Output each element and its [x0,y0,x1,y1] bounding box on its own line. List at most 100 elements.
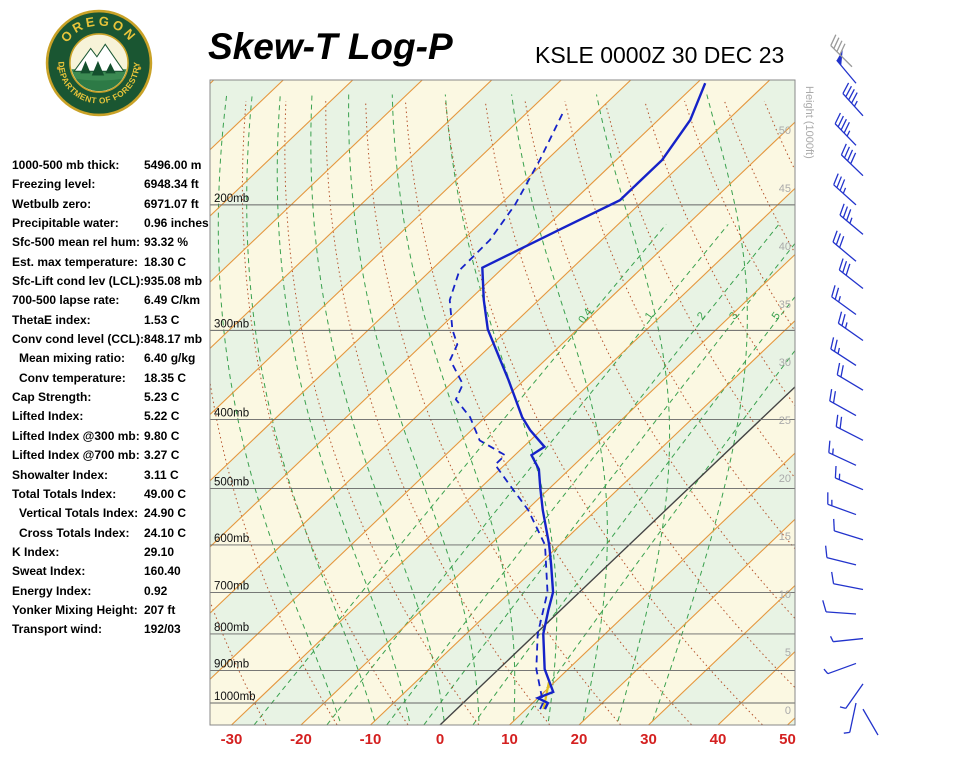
mixing-ratio-line [253,224,667,725]
stat-value: 160.40 [144,564,181,579]
isotherm-line [578,518,795,725]
stat-row: Sweat Index: 160.40 [12,564,210,583]
wind-barb [833,173,857,206]
temp-band [0,80,144,725]
wind-barb [823,662,857,675]
isotherm-line [787,717,795,725]
temp-band [857,80,960,725]
stat-row: Precipitable water: 0.96 inches [12,216,210,235]
pressure-label: 200mb [214,193,249,205]
stat-row: Transport wind: 192/03 [12,622,210,641]
stat-label: 1000-500 mb thick: [12,158,120,172]
temp-band [210,122,795,725]
mixing-ratio-line [520,349,795,725]
odf-logo: OREGON DEPARTMENT OF FORESTRY [45,9,153,117]
dry-adiabat [284,101,480,725]
dewpoint-trace [448,111,565,710]
isotherm-line [300,253,795,725]
isotherm-line [210,121,795,681]
pressure-label: 800mb [214,622,249,634]
stat-value: 1.53 C [144,312,180,327]
stat-label: ThetaE index: [12,312,91,327]
plot-area: 0.4 1 2 3 5 8 [0,80,960,725]
stat-value: 6948.34 ft [144,177,199,192]
dry-adiabat [684,100,795,332]
stat-label: Showalter Index: [12,467,109,482]
isotherm-line [210,80,632,482]
pressure-label: 1000mb [214,691,256,703]
stat-label: Vertical Totals Index: [19,506,139,521]
moist-adiabat [444,94,558,722]
height-label: 30 [779,357,791,369]
moist-adiabat [217,94,341,722]
stat-label: Cap Strength: [12,390,92,405]
stat-value: 0.92 [144,583,168,598]
stat-row: Lifted Index @700 mb: 3.27 C [12,448,210,467]
stat-label: K Index: [12,544,60,559]
wind-barb [830,337,857,366]
plot-border [209,79,796,726]
mixing-ratio-line [386,224,780,725]
wind-barb [831,571,864,591]
pressure-label: 700mb [214,581,249,593]
isotherm-line [210,80,423,283]
temp-axis-label: 20 [571,731,588,748]
wind-barb [840,143,864,177]
pressure-label: 600mb [214,533,249,545]
stat-label: Precipitable water: [12,216,119,231]
isotherm-line [231,187,795,725]
station-datetime: KSLE 0000Z 30 DEC 23 [535,42,785,68]
stat-label: Total Totals Index: [12,486,117,501]
stat-value: 18.30 C [144,254,187,269]
indices-panel: 1000-500 mb thick: 5496.00 m Freezing leve… [12,158,210,642]
stat-row: Sfc-500 mean rel hum: 93.32 % [12,235,210,254]
stat-label: Cross Totals Index: [19,525,130,540]
dry-adiabat [484,100,795,689]
wind-barb [837,311,864,342]
height-label: 45 [779,183,791,195]
height-label: 35 [779,299,791,311]
stat-label: Transport wind: [12,622,102,637]
stat-label: Lifted Index @300 mb: [12,428,140,443]
wind-barb [839,683,864,710]
temp-axis-label: 30 [640,731,657,748]
dry-adiabat [365,101,622,725]
stat-label: Yonker Mixing Height: [12,602,138,617]
stat-value: 3.27 C [144,448,180,463]
stat-row: Total Totals Index: 49.00 C [12,487,210,506]
wind-barb [834,112,857,146]
stat-row: Showalter Index: 3.11 C [12,468,210,487]
height-label: 50 [779,125,791,137]
temp-axis-label: 0 [436,731,444,748]
height-axis-title: Height (1000ft) [803,86,815,159]
stat-value: 24.90 C [144,506,187,521]
temp-axis-label: -10 [360,731,382,748]
dry-adiabat [210,599,267,725]
moist-adiabat [276,94,410,722]
stat-row: Vertical Totals Index: 24.90 C [12,506,210,525]
moist-adiabat [391,94,516,722]
wind-barb [862,708,879,736]
logo-dot-left [56,66,61,70]
mixing-ratio-label: 2 [695,310,708,322]
stat-row: Conv cond level (CCL): 848.17 mb [12,332,210,351]
temp-band [210,80,795,680]
isotherm-line [210,80,701,548]
stat-value: 5.23 C [144,390,180,405]
pressure-label: 400mb [214,407,249,419]
wind-barb [824,545,857,566]
dry-adiabat [524,100,795,620]
stat-row: Lifted Index @300 mb: 9.80 C [12,429,210,448]
stat-row: K Index: 29.10 [12,545,210,564]
mixing-ratio-label: 1 [643,310,656,322]
height-label: 5 [785,647,791,659]
stat-label: Sfc-500 mean rel hum: [12,235,141,250]
dry-adiabat [404,101,692,725]
stat-label: Freezing level: [12,177,96,192]
stat-label: Sfc-Lift cond lev (LCL): [12,274,144,289]
stat-row: Freezing level: 6948.34 ft [12,177,210,196]
stat-value: 24.10 C [144,525,187,540]
pressure-label: 300mb [214,318,249,330]
stat-value: 93.32 % [144,235,189,250]
